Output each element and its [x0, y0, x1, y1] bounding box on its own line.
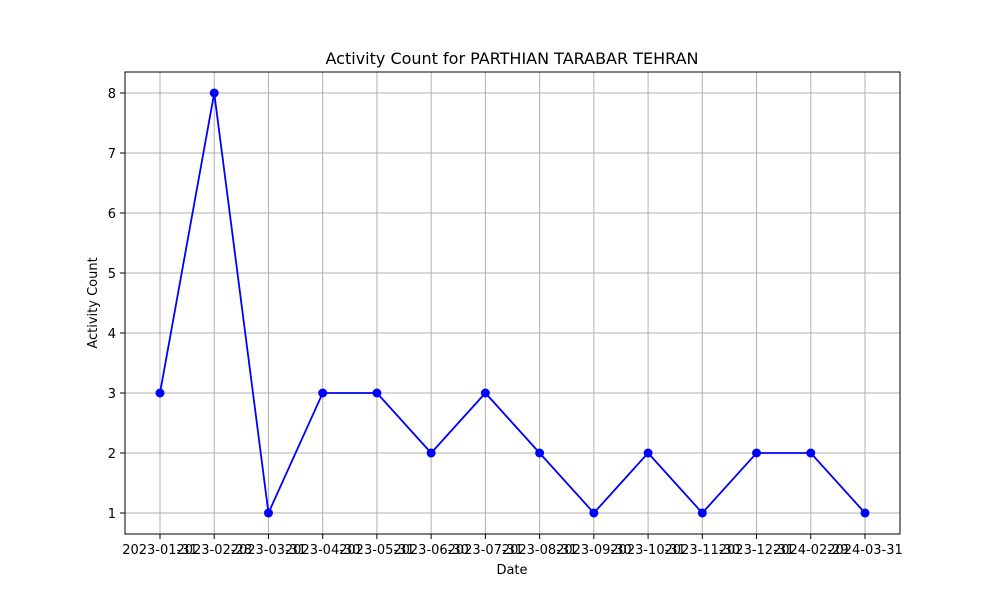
data-point	[209, 88, 219, 98]
data-point	[860, 508, 870, 518]
x-tick-label: 2023-12-31	[719, 543, 795, 558]
x-tick-label: 2024-03-31	[827, 543, 903, 558]
data-point	[480, 388, 490, 398]
x-tick-label: 2023-05-31	[339, 543, 415, 558]
x-tick-label: 2023-08-31	[502, 543, 578, 558]
y-tick-label: 4	[108, 327, 116, 342]
data-point	[643, 448, 653, 458]
y-tick-label: 3	[108, 387, 116, 402]
x-axis-label: Date	[496, 563, 527, 578]
y-tick-label: 8	[108, 87, 116, 102]
y-axis-label: Activity Count	[86, 257, 101, 348]
data-point	[426, 448, 436, 458]
x-tick-label: 2023-10-31	[610, 543, 686, 558]
y-tick-label: 7	[108, 147, 116, 162]
data-point	[697, 508, 707, 518]
x-tick-label: 2023-04-30	[285, 543, 361, 558]
data-point	[372, 388, 382, 398]
data-point	[752, 448, 762, 458]
chart-title: Activity Count for PARTHIAN TARABAR TEHR…	[326, 49, 699, 68]
grid	[125, 72, 900, 534]
x-tick-label: 2024-02-29	[773, 543, 849, 558]
plot-frame	[124, 71, 901, 535]
data-point	[263, 508, 273, 518]
x-tick-label: 2023-07-31	[448, 543, 524, 558]
y-tick-label: 5	[108, 267, 116, 282]
data-point	[589, 508, 599, 518]
data-point	[318, 388, 328, 398]
x-tick-label: 2023-09-30	[556, 543, 632, 558]
x-tick-label: 2023-06-30	[393, 543, 469, 558]
data-point	[155, 388, 165, 398]
y-tick-label: 6	[108, 207, 116, 222]
series	[155, 88, 870, 518]
x-tick-label: 2023-11-30	[665, 543, 741, 558]
axis-ticks: 2023-01-312023-02-282023-03-312023-04-30…	[108, 87, 903, 558]
data-point	[535, 448, 545, 458]
y-tick-label: 2	[108, 447, 116, 462]
y-tick-label: 1	[108, 507, 116, 522]
x-tick-label: 2023-01-31	[122, 543, 198, 558]
series-line	[159, 92, 866, 517]
x-tick-label: 2023-03-31	[231, 543, 307, 558]
data-point	[806, 448, 816, 458]
x-tick-label: 2023-02-28	[176, 543, 252, 558]
